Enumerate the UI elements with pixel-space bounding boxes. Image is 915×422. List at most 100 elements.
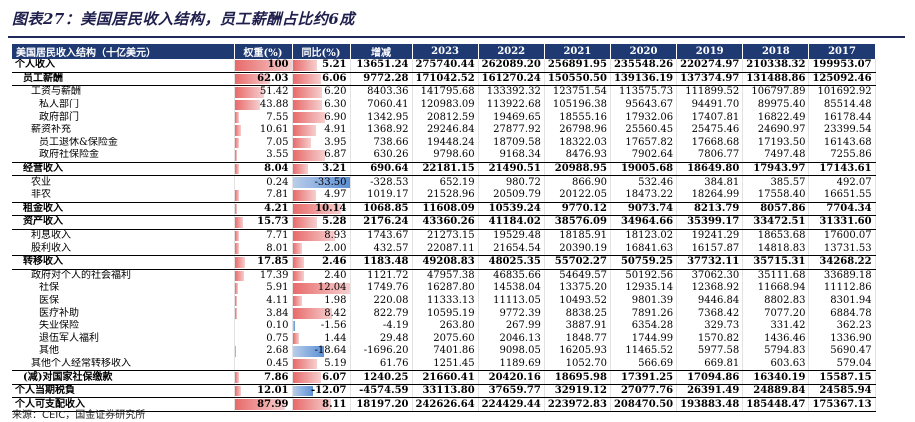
value-2021: 150550.50: [544, 72, 611, 87]
table-row: 失业保险 0.10 -1.56 -4.19 263.80 267.99 3887.91 635…: [12, 319, 876, 333]
value-2023: 1251.45: [412, 357, 479, 372]
table-row: 农业 0.24 -33.50 -328.53 652.19 980.72 866.90 532…: [12, 175, 876, 189]
yoy-cell: 5.21: [292, 59, 351, 73]
value-2018: 18653.68: [742, 229, 810, 243]
yoy-value: 8.11: [322, 398, 347, 410]
header-weight: 权重(%): [234, 44, 293, 59]
change-cell: 690.64: [350, 162, 413, 177]
value-2018: 24889.84: [742, 384, 810, 399]
value-2017: 85514.48: [808, 98, 876, 112]
value-2017: 8301.94: [808, 294, 876, 308]
yoy-value: 4.97: [324, 189, 347, 201]
weight-bar: [234, 124, 241, 136]
value-2022: 133392.32: [478, 85, 545, 99]
value-2022: 9098.05: [478, 345, 545, 358]
yoy-cell: 6.90: [292, 111, 351, 124]
yoy-bar: [292, 308, 333, 319]
value-2018: 16340.19: [742, 370, 810, 385]
value-2021: 20122.05: [544, 188, 611, 203]
change-cell: 1240.25: [350, 370, 413, 385]
value-2019: 1570.82: [676, 332, 744, 346]
weight-cell: 51.42: [234, 85, 293, 99]
value-2018: 11668.94: [742, 282, 810, 295]
value-2018: 331.42: [742, 319, 810, 333]
table-row: 其他 2.68 -18.64 -1696.20 7401.86 9098.05 16205.…: [12, 345, 876, 358]
yoy-value: -18.64: [314, 345, 347, 357]
value-2018: 16822.49: [742, 111, 810, 124]
value-2017: 15587.15: [808, 370, 876, 385]
value-2018: 17943.97: [742, 162, 810, 177]
table-row: (减)对国家社保缴款 7.86 6.07 1240.25 21660.41 20420.1…: [12, 370, 876, 385]
value-2017: 16143.68: [808, 136, 876, 150]
yoy-cell: 2.46: [292, 255, 351, 270]
value-2023: 11333.13: [412, 294, 479, 308]
value-2017: 1336.90: [808, 332, 876, 346]
value-2023: 22087.11: [412, 242, 479, 256]
value-2022: 20509.79: [478, 188, 545, 203]
change-cell: 2176.24: [350, 215, 413, 230]
value-2017: 101692.92: [808, 85, 876, 99]
value-2019: 17668.68: [676, 136, 744, 150]
change-cell: 7060.41: [350, 98, 413, 112]
value-2020: 566.69: [610, 357, 678, 372]
value-2020: 50759.25: [610, 255, 678, 270]
change-cell: -328.53: [350, 175, 413, 189]
yoy-bar: [292, 256, 305, 268]
weight-cell: 8.01: [234, 242, 293, 256]
value-2019: 669.81: [676, 357, 744, 372]
yoy-value: 4.91: [324, 124, 347, 136]
weight-value: 17.85: [257, 256, 289, 268]
value-2022: 48025.35: [478, 255, 545, 270]
value-2021: 18322.03: [544, 136, 611, 150]
value-2023: 2075.60: [412, 332, 479, 346]
value-2021: 10493.52: [544, 294, 611, 308]
yoy-bar: [292, 112, 326, 123]
value-2023: 22181.15: [412, 162, 479, 177]
value-2020: 12935.14: [610, 282, 678, 295]
value-2018: 17193.50: [742, 136, 810, 150]
weight-cell: 100: [234, 59, 293, 73]
value-2017: 125092.46: [808, 72, 876, 87]
header-2018: 2018: [742, 44, 810, 59]
row-label: 租金收入: [12, 202, 235, 217]
value-2017: 362.23: [808, 319, 876, 333]
weight-cell: 15.73: [234, 215, 293, 230]
value-2019: 12368.92: [676, 282, 744, 295]
source-note: 来源：CEIC，国金证券研究所: [12, 410, 146, 421]
value-2020: 50192.56: [610, 269, 678, 283]
weight-bar: [234, 203, 237, 215]
weight-cell: 7.05: [234, 136, 293, 150]
value-2020: 16841.63: [610, 242, 678, 256]
value-2017: 17143.61: [808, 162, 876, 177]
weight-bar: [234, 60, 291, 71]
value-2020: 18473.22: [610, 188, 678, 203]
header-change: 增减: [350, 44, 413, 59]
row-label: 个人可支配收入: [12, 397, 235, 413]
value-2019: 220274.97: [676, 59, 744, 73]
value-2023: 7401.86: [412, 345, 479, 358]
yoy-cell: 6.20: [292, 85, 351, 99]
header-2022: 2022: [478, 44, 545, 59]
table-row: 租金收入 4.21 10.14 1068.85 11608.09 10539.24 9770…: [12, 202, 876, 217]
row-label: 转移收入: [12, 255, 235, 270]
table-row: 个人收入 100 5.21 13651.24 275740.44 262089.20 256…: [12, 59, 876, 73]
row-label: 个人收入: [12, 59, 235, 73]
value-2023: 652.19: [412, 175, 479, 189]
change-cell: -1696.20: [350, 345, 413, 358]
value-2020: 1744.99: [610, 332, 678, 346]
value-2019: 9446.84: [676, 294, 744, 308]
value-2019: 17094.86: [676, 370, 744, 385]
value-2023: 29246.84: [412, 123, 479, 137]
value-2017: 16178.44: [808, 111, 876, 124]
value-2020: 11465.52: [610, 345, 678, 358]
table-row: 资产收入 15.73 5.28 2176.24 43360.26 41184.02 3857…: [12, 215, 876, 230]
weight-value: 0.75: [266, 332, 289, 344]
value-2019: 8213.79: [676, 202, 744, 217]
table-row: 股利收入 8.01 2.00 432.57 22087.11 21654.54 20390.…: [12, 242, 876, 256]
value-2017: 7255.86: [808, 149, 876, 163]
value-2022: 41184.02: [478, 215, 545, 230]
weight-value: 7.05: [266, 136, 289, 148]
value-2021: 866.90: [544, 175, 611, 189]
value-2018: 35715.31: [742, 255, 810, 270]
value-2019: 7368.42: [676, 307, 744, 320]
